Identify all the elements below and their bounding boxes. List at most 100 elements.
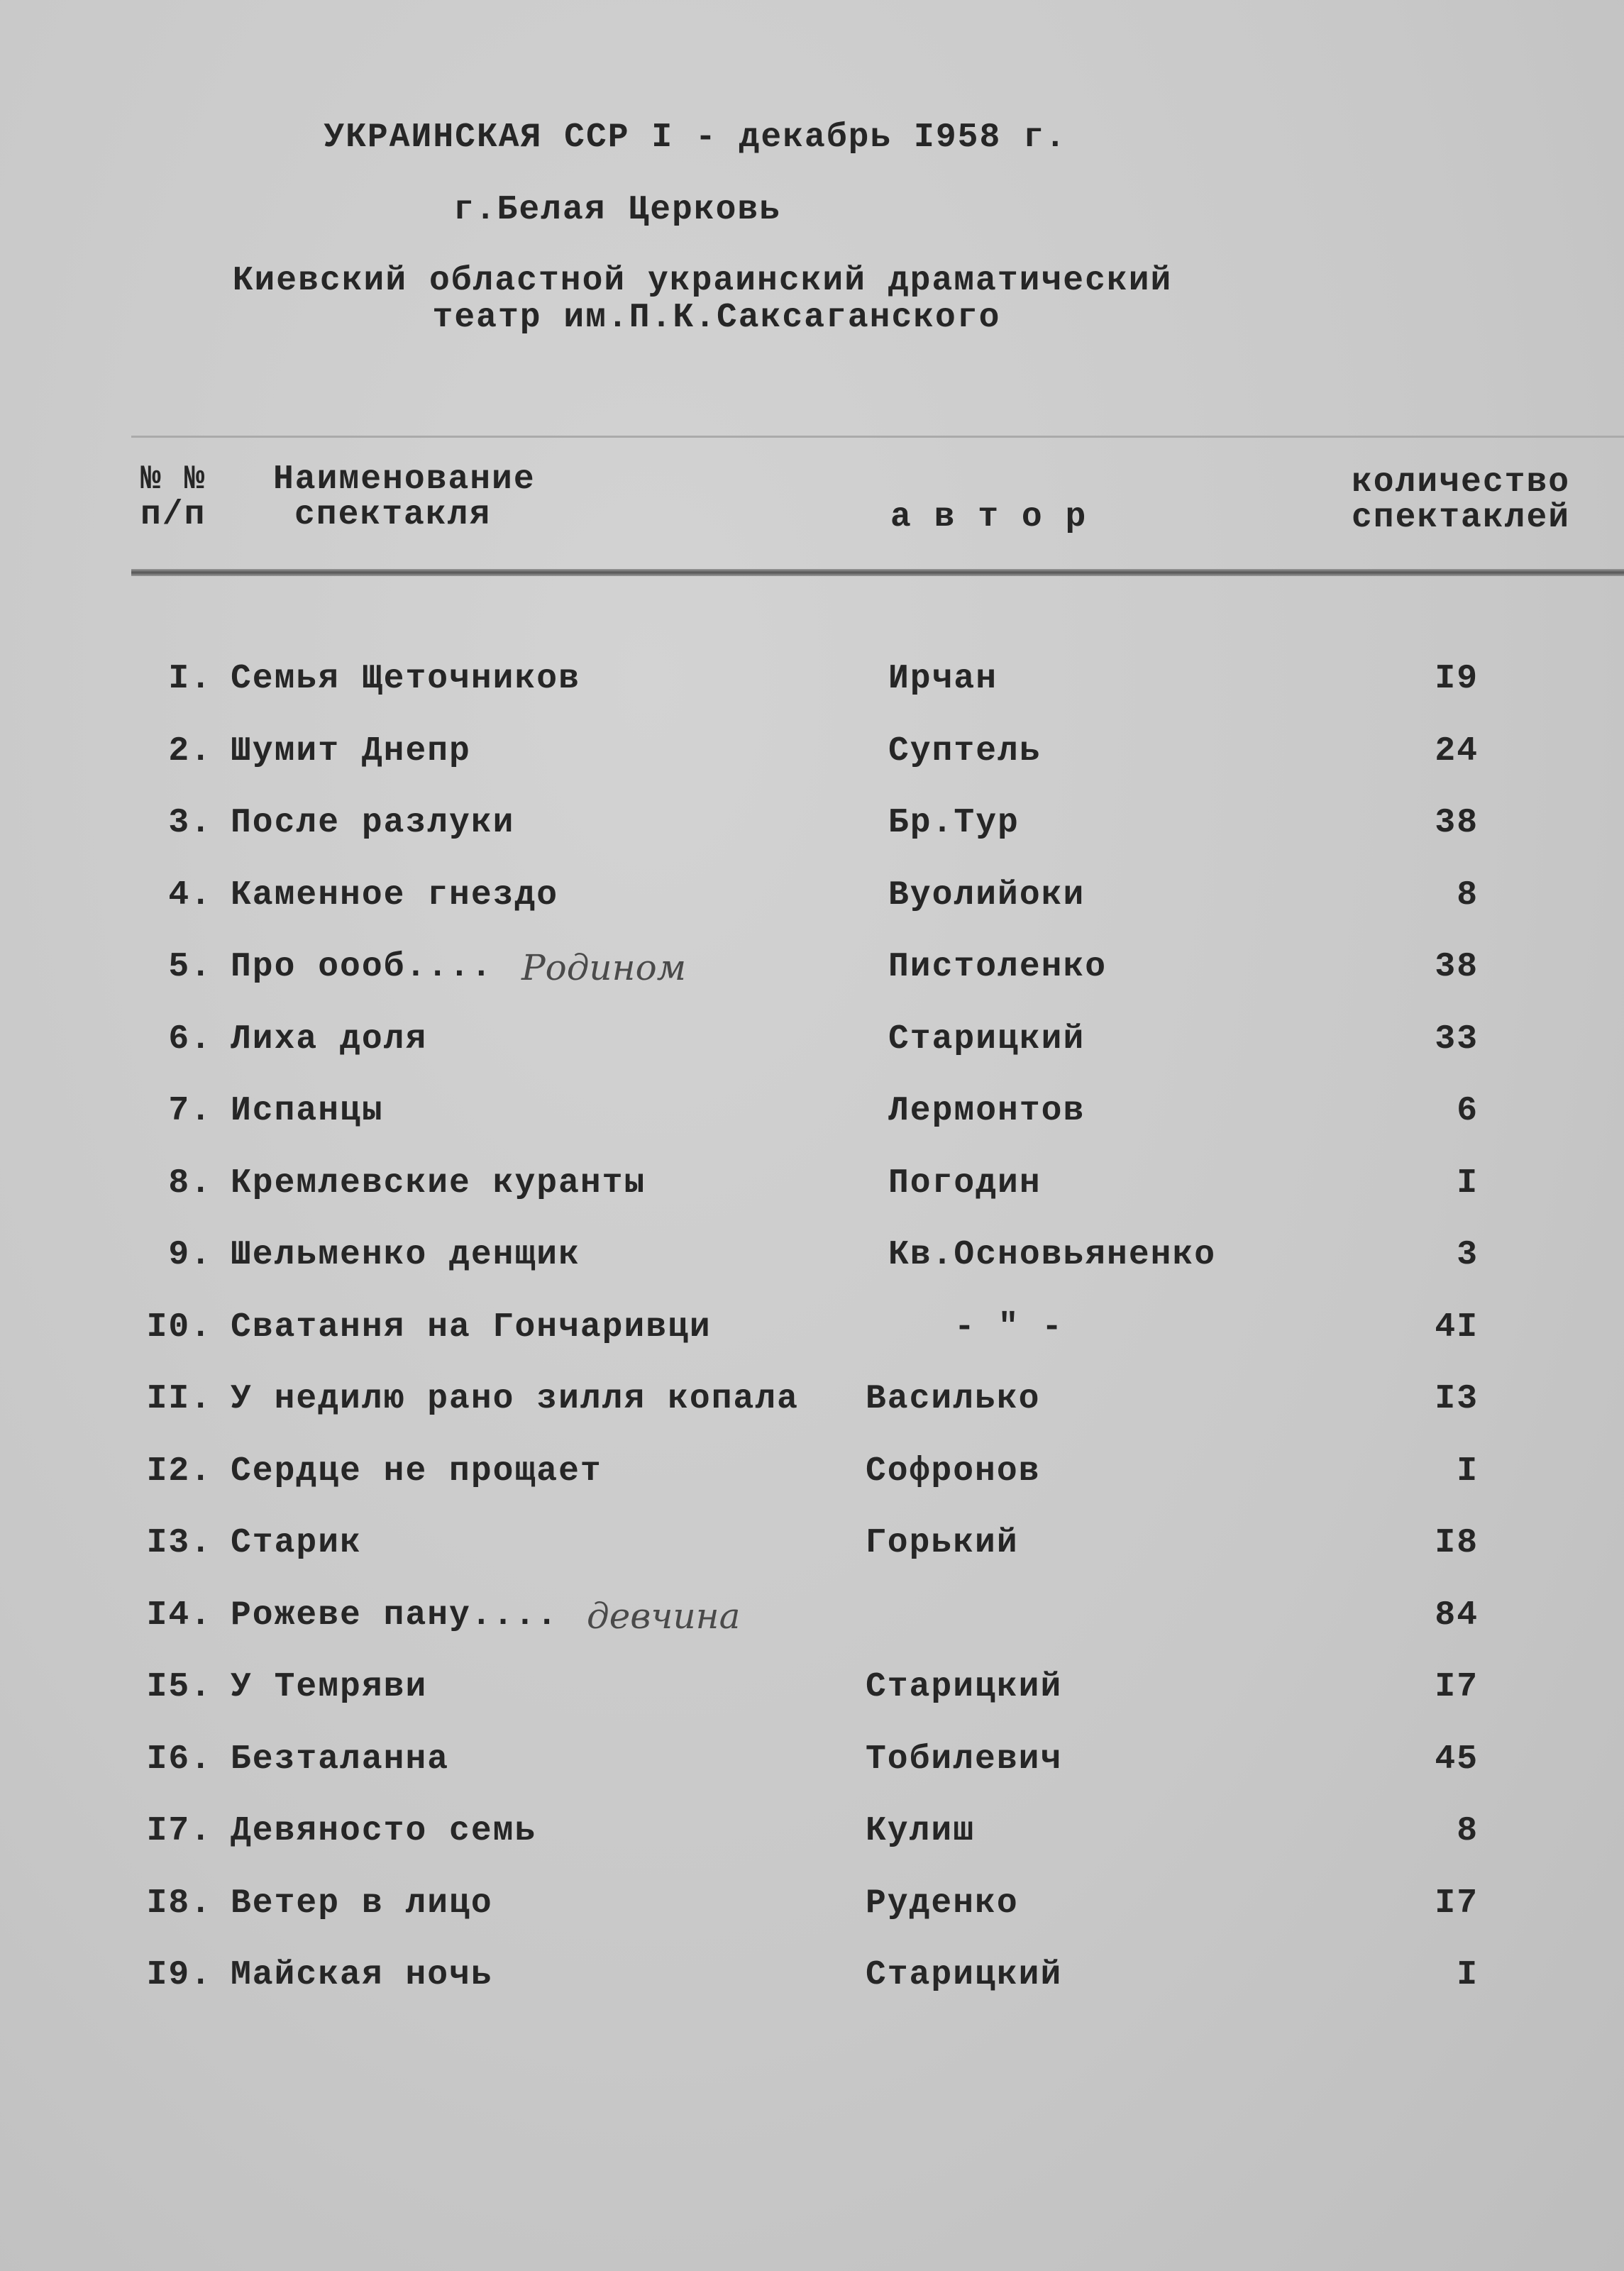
performance-count: 4I (1435, 1308, 1479, 1347)
col-num-line-2: п/п (140, 496, 206, 534)
play-author: Кулиш (866, 1812, 976, 1850)
col-count-line-1: количество (1352, 463, 1571, 502)
row-number: 8. (168, 1164, 212, 1203)
play-title: Шельменко денщик (231, 1236, 580, 1274)
play-title: Семья Щеточников (231, 660, 580, 698)
row-number: I5. (146, 1668, 212, 1706)
play-title: Рожеве пану.... (231, 1596, 559, 1635)
row-number: I0. (146, 1308, 212, 1347)
row-number: I4. (146, 1596, 212, 1635)
performance-count: I (1457, 1956, 1479, 1994)
play-title: Старик (231, 1524, 362, 1562)
row-number: 4. (168, 875, 212, 915)
performance-count: 38 (1435, 948, 1479, 986)
row-number: I. (168, 660, 212, 698)
play-title: Майская ночь (231, 1956, 493, 1994)
header-thick-rule (131, 569, 1624, 576)
play-title: Лиха доля (231, 1020, 428, 1059)
play-title: Про ооoб.... (231, 948, 493, 986)
row-number: I9. (146, 1956, 212, 1994)
header-theatre-line-2: театр им.П.К.Саксаганского (432, 299, 1001, 337)
table-row: 7. Испанцы Лермонтов 6 (0, 1094, 1624, 1137)
col-title-line-2: спектакля (294, 496, 492, 534)
row-number: 5. (168, 948, 212, 986)
play-title: Девяносто семь (231, 1812, 537, 1850)
col-author: а в т о р (890, 498, 1088, 536)
performance-count: I9 (1435, 660, 1479, 698)
row-number: I3. (146, 1524, 212, 1562)
performance-count: I3 (1435, 1380, 1479, 1418)
header-city: г.Белая Церковь (453, 191, 782, 229)
performance-count: 8 (1457, 1812, 1479, 1850)
table-row: 8. Кремлевские куранты Погодин I (0, 1166, 1624, 1209)
table-row: 2. Шумит Днепр Суптель 24 (0, 734, 1624, 777)
table-row: I3. Старик Горький I8 (0, 1526, 1624, 1569)
row-number: 6. (168, 1020, 212, 1059)
top-rule (131, 436, 1624, 438)
col-count-line-2: спектаклей (1352, 499, 1571, 537)
play-author: Старицкий (866, 1668, 1063, 1706)
performance-count: I (1457, 1164, 1479, 1203)
play-title: Каменное гнездо (231, 875, 559, 915)
row-number: II. (146, 1380, 212, 1418)
play-author: Василько (866, 1380, 1041, 1418)
play-author: Погодин (888, 1164, 1042, 1203)
play-title: Кремлевские куранты (231, 1164, 646, 1203)
play-author: Софронов (866, 1452, 1041, 1491)
row-number: I6. (146, 1740, 212, 1779)
play-title: Ветер в лицо (231, 1884, 493, 1923)
play-author: Лермонтов (888, 1092, 1086, 1130)
table-row: I2. Сердце не прощает Софронов I (0, 1454, 1624, 1497)
row-number: 7. (168, 1092, 212, 1130)
performance-count: I7 (1435, 1668, 1479, 1706)
row-number: 9. (168, 1236, 212, 1274)
table-row: I. Семья Щеточников Ирчан I9 (0, 662, 1624, 704)
play-author: Суптель (888, 731, 1042, 770)
play-author: Старицкий (888, 1020, 1086, 1059)
play-author: Ирчан (888, 660, 998, 698)
table-row: II. У недилю рано зилля копала Василько I3 (0, 1382, 1624, 1425)
performance-count: I (1457, 1452, 1479, 1491)
play-author: Пистоленко (888, 948, 1107, 986)
col-title-line-1: Наименование (273, 460, 536, 499)
table-row: I9. Майская ночь Старицкий I (0, 1958, 1624, 2001)
performance-count: I8 (1435, 1524, 1479, 1562)
table-row: 6. Лиха доля Старицкий 33 (0, 1022, 1624, 1065)
play-title: У Темряви (231, 1668, 428, 1706)
table-row: 5. Про ооoб.... Пистоленко 38 Родином (0, 950, 1624, 993)
col-num-line-1: № № (140, 460, 206, 499)
performance-count: 24 (1435, 731, 1479, 770)
table-row: I8. Ветер в лицо Руденко I7 (0, 1886, 1624, 1929)
performance-count: 38 (1435, 804, 1479, 842)
table-row: 3. После разлуки Бр.Тур 38 (0, 806, 1624, 849)
performance-count: 45 (1435, 1740, 1479, 1779)
play-author: - " - (954, 1308, 1064, 1347)
table-row: I4. Рожеве пану.... 84 девчина (0, 1598, 1624, 1641)
performance-count: 33 (1435, 1020, 1479, 1059)
play-title: Сердце не прощает (231, 1452, 602, 1491)
play-title: Сватання на Гончаривци (231, 1308, 712, 1347)
row-number: I7. (146, 1812, 212, 1850)
play-author: Горький (866, 1524, 1019, 1562)
play-author: Вуолийоки (888, 875, 1086, 915)
play-title: Испанцы (231, 1092, 384, 1130)
play-title: После разлуки (231, 804, 515, 842)
row-number: I2. (146, 1452, 212, 1491)
play-title: Безталанна (231, 1740, 450, 1779)
performance-count: 6 (1457, 1092, 1479, 1130)
table-row: 9. Шельменко денщик Кв.Основьяненко 3 (0, 1238, 1624, 1281)
table-row: I0. Сватання на Гончаривци - " - 4I (0, 1310, 1624, 1353)
header-theatre-line-1: Киевский областной украинский драматичес… (232, 262, 1173, 300)
play-title: Шумит Днепр (231, 731, 471, 770)
table-row: I7. Девяносто семь Кулиш 8 (0, 1814, 1624, 1857)
row-number: I8. (146, 1884, 212, 1923)
handwritten-correction: девчина (587, 1595, 741, 1637)
table-row: I5. У Темряви Старицкий I7 (0, 1670, 1624, 1713)
row-number: 3. (168, 804, 212, 842)
play-author: Бр.Тур (888, 804, 1020, 842)
play-title: У недилю рано зилля копала (231, 1380, 799, 1418)
performance-count: 84 (1435, 1596, 1479, 1635)
table-row: I6. Безталанна Тобилевич 45 (0, 1742, 1624, 1785)
play-author: Руденко (866, 1884, 1019, 1923)
